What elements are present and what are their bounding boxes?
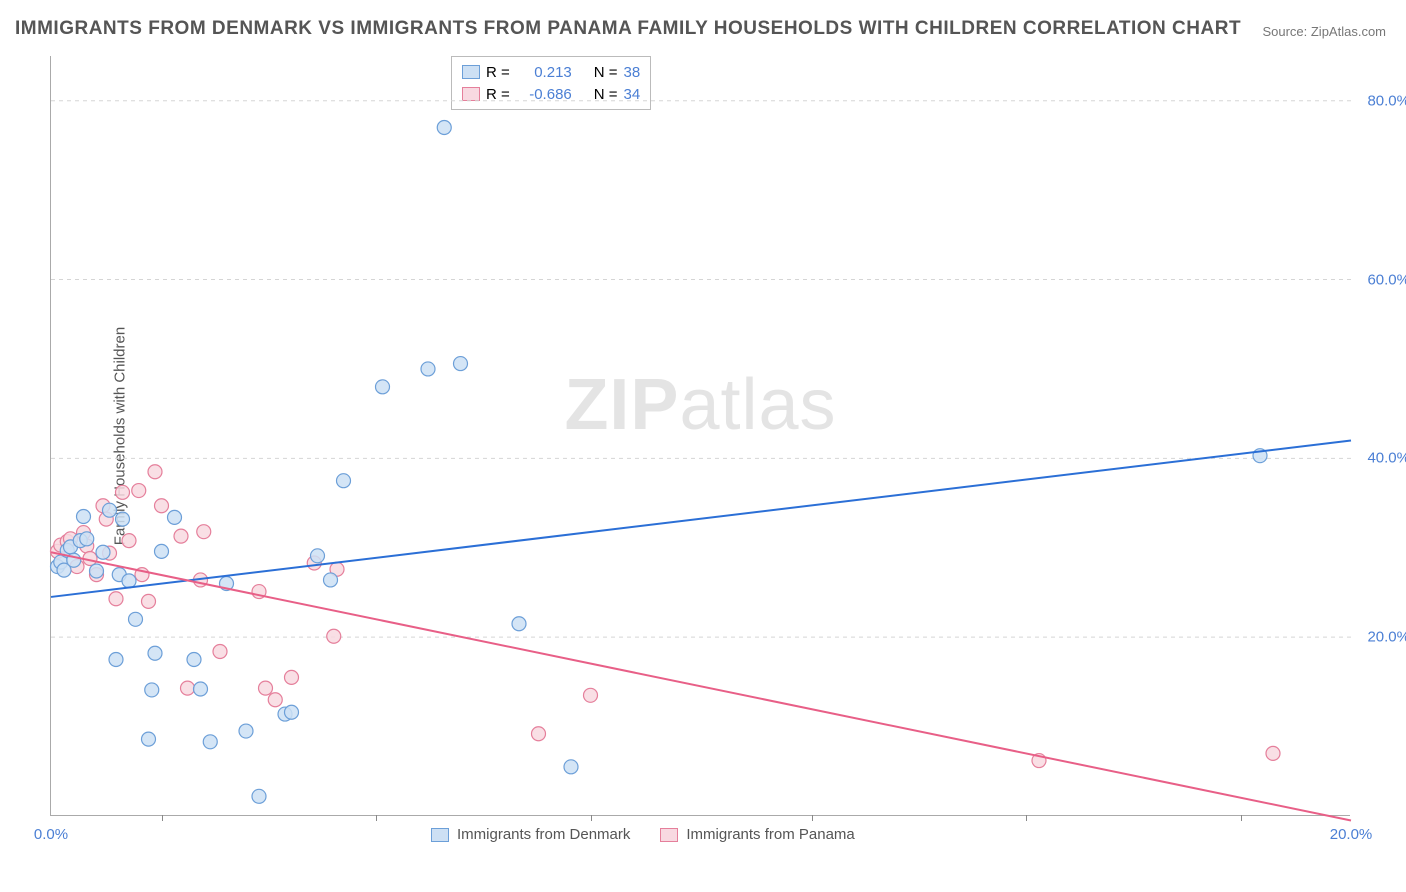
legend-item-panama: Immigrants from Panama: [660, 826, 854, 843]
plot-area: Family Households with Children ZIPatlas…: [50, 56, 1350, 816]
swatch-denmark-icon: [431, 828, 449, 842]
legend-item-denmark: Immigrants from Denmark: [431, 826, 630, 843]
chart-title: IMMIGRANTS FROM DENMARK VS IMMIGRANTS FR…: [15, 18, 1241, 40]
chart-svg: [51, 56, 1350, 815]
swatch-panama-icon: [660, 828, 678, 842]
series-legend: Immigrants from Denmark Immigrants from …: [431, 826, 855, 843]
source-attribution: Source: ZipAtlas.com: [1262, 24, 1386, 39]
